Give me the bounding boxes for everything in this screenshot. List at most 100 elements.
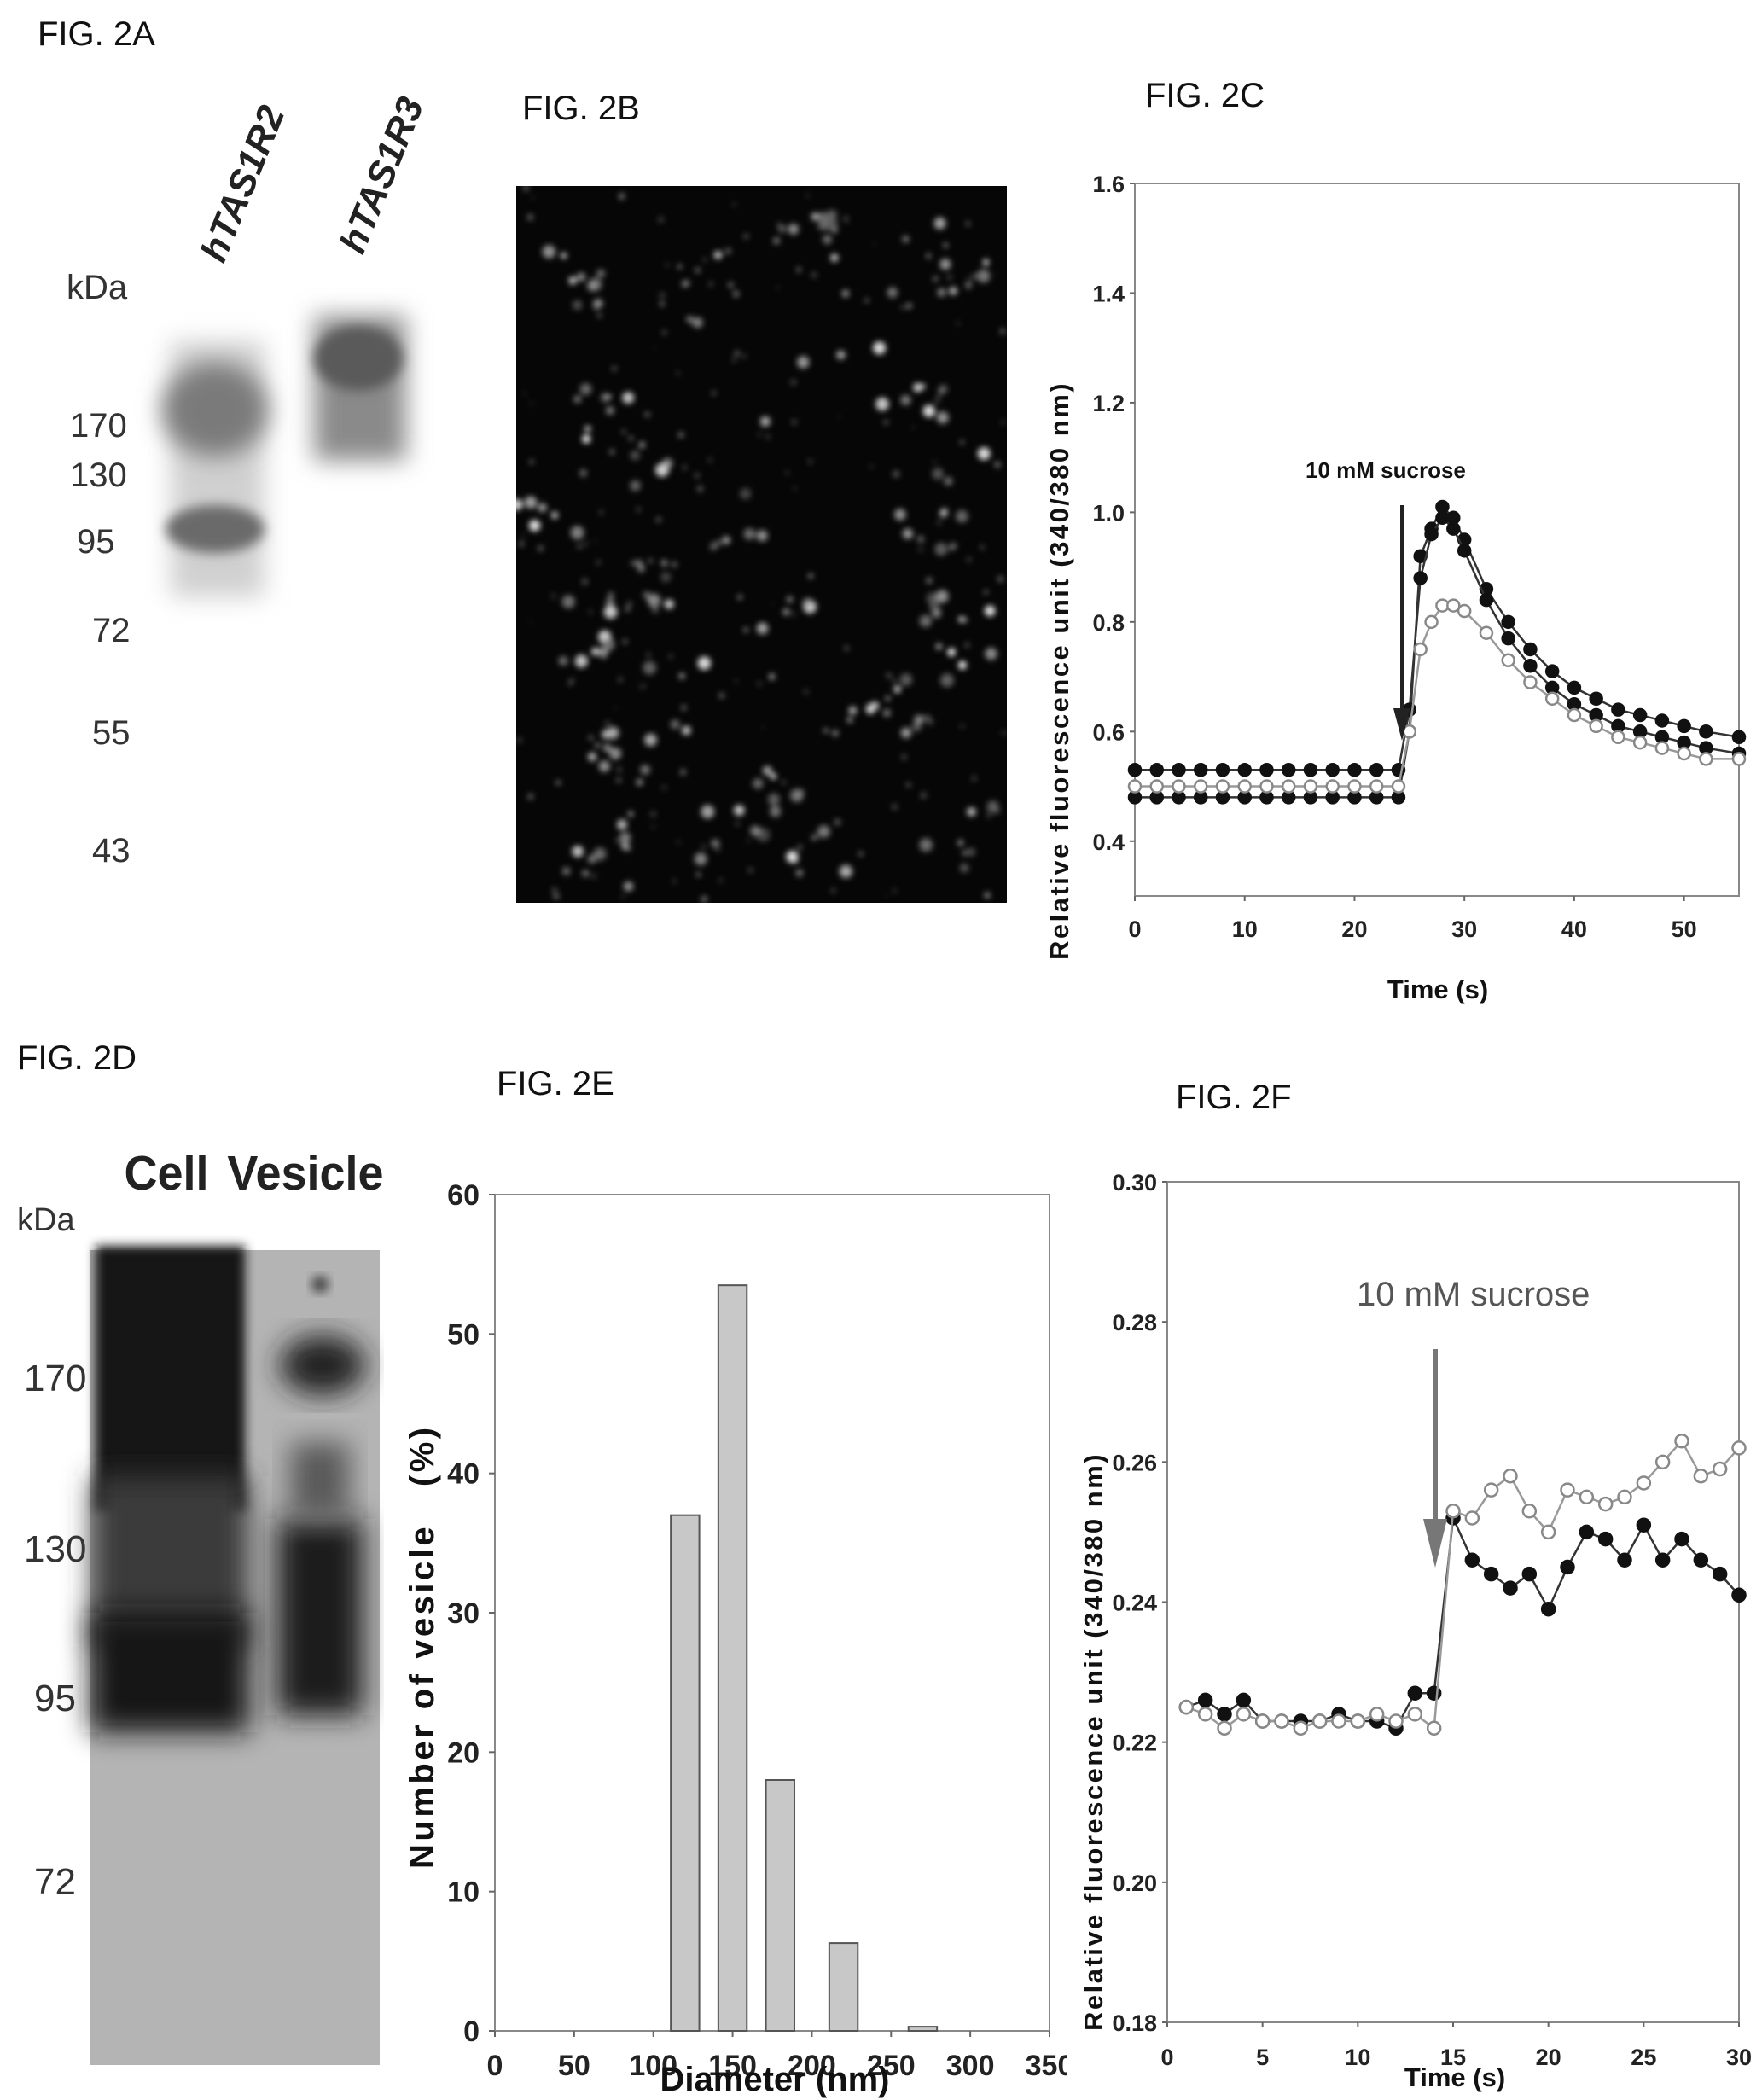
fig-2c-arrow (1393, 505, 1410, 741)
fig-2e-ytick-label: 0 (463, 2016, 480, 2048)
fig-2c-series-3-point (1589, 718, 1603, 734)
fig-2f-ytick-label: 0.26 (1112, 1450, 1157, 1475)
fig-2c-series-2-point (1215, 763, 1230, 777)
fig-2e-xtick-label: 50 (558, 2050, 590, 2082)
fig-2e-xtick-label: 0 (487, 2050, 503, 2082)
fig-2f-series-1-point (1579, 1524, 1595, 1540)
fig-2a-kda-label: kDa (67, 269, 128, 306)
fig-2f-series-1-point (1236, 1692, 1252, 1708)
fig-2c-series-1-point (1567, 680, 1582, 695)
fig-2c-series-1-point (1589, 691, 1603, 707)
fig-2f-series-2-point (1197, 1707, 1213, 1722)
fig-2f-xtick-label: 20 (1536, 2045, 1561, 2070)
fig-2f-series-1-point (1521, 1566, 1538, 1582)
fig-2c-series-3-point (1611, 730, 1625, 744)
fig-2f-series-1-point (1617, 1552, 1632, 1568)
fig-2c-series-2-point (1172, 763, 1186, 777)
fig-2e-bar (907, 2026, 939, 2032)
fig-2a-marker: 72 (92, 612, 131, 649)
fig-2e-ytick-label: 10 (447, 1876, 480, 1909)
fig-2f-ytick-label: 0.28 (1112, 1310, 1157, 1335)
fig-2d-kda-label: kDa (17, 1202, 75, 1238)
fig-2f-ylabel: Relative fluorescence unit (340/380 nm) (1079, 1452, 1108, 2031)
fig-2c-series-2-point (1413, 571, 1428, 585)
fig-2f-series-2-point (1274, 1713, 1289, 1729)
fig-2c-series-2-point (1457, 544, 1472, 558)
fig-2f-label: FIG. 2F (1176, 1079, 1292, 1116)
fig-2d-marker: 170 (24, 1358, 86, 1399)
fig-2c-series-1-point (1632, 707, 1648, 723)
fig-2c-series-2-point (1237, 763, 1252, 777)
fig-2c-series-3-point (1149, 779, 1164, 794)
fig-2e-xtick-label: 200 (788, 2050, 836, 2082)
fig-2b-fluorescence-micrograph (516, 186, 1007, 903)
fig-2a-marker: 130 (70, 457, 127, 494)
fig-2e-bar (670, 1514, 701, 2032)
fig-2c-series-1-point (1544, 664, 1560, 678)
fig-2f-xtick-label: 25 (1631, 2045, 1656, 2070)
fig-2c-series-3-point (1699, 752, 1713, 766)
fig-2e-xlabel: Diameter (nm) (660, 2061, 890, 2098)
fig-2c-series-1-point (1699, 724, 1713, 739)
fig-2c-series-3-point (1424, 614, 1439, 630)
fig-2c-series-3-point (1259, 779, 1274, 794)
fig-2e-ylabel: Number of vesicle (%) (404, 1424, 441, 1869)
fig-2f-series-2-point (1560, 1482, 1575, 1498)
fig-2c-series-3-point (1413, 642, 1428, 657)
fig-2c-series-2-point (1523, 658, 1538, 673)
fig-2a-lane-1-bands (162, 341, 268, 597)
fig-2e-bar (765, 1779, 796, 2032)
fig-2f-series-2-point (1464, 1510, 1480, 1526)
fig-2f-xtick-label: 30 (1726, 2045, 1752, 2070)
fig-2f-ytick-label: 0.30 (1112, 1170, 1157, 1195)
fig-2f-series-1-point (1503, 1580, 1518, 1596)
fig-2f-series-2-point (1579, 1489, 1595, 1505)
fig-2c-series-3-point (1523, 675, 1538, 689)
fig-2a-marker: 55 (92, 714, 131, 752)
fig-2f-series-2-point (1426, 1720, 1442, 1736)
fig-2e-ytick-label: 60 (447, 1179, 480, 1212)
fig-2a-label: FIG. 2A (38, 15, 155, 53)
fig-2f-series-1-point (1464, 1552, 1480, 1568)
fig-2d-marker: 95 (34, 1678, 76, 1719)
fig-2c-xtick-label: 20 (1341, 916, 1367, 942)
fig-2d-lane-label-1: Cell (124, 1146, 208, 1200)
fig-2f-series-2-point (1483, 1482, 1499, 1498)
fig-2a-marker: 43 (92, 832, 131, 870)
fig-2f-series-1-point (1483, 1566, 1499, 1582)
fig-2f-series-2-point (1597, 1496, 1614, 1512)
fig-2c-series-2-point (1501, 631, 1515, 646)
fig-2f-series-2-point (1654, 1454, 1671, 1470)
fig-2f-series-2-point (1712, 1461, 1728, 1477)
fig-2f-series-2-point (1217, 1720, 1232, 1736)
fig-2c-annotation: 10 mM sucrose (1306, 457, 1466, 483)
fig-2f-series-1-point (1731, 1587, 1747, 1603)
fig-2c-ytick-label: 1.4 (1092, 281, 1125, 306)
fig-2c-ytick-label: 0.4 (1092, 829, 1125, 855)
fig-2f-series-1-point (1560, 1559, 1575, 1575)
fig-2f-series-1-point (1636, 1517, 1652, 1533)
fig-2c-series-2-point (1149, 763, 1164, 777)
fig-2c-series-1-point (1654, 713, 1670, 728)
fig-2f-ytick-label: 0.20 (1112, 1870, 1157, 1896)
fig-2f-series-2-point (1178, 1699, 1195, 1715)
fig-2c-series-3-point (1347, 779, 1362, 794)
fig-2e-bar (717, 1284, 748, 2032)
fig-2c-xtick-label: 50 (1672, 916, 1697, 942)
fig-2c-ytick-label: 0.8 (1092, 610, 1125, 636)
fig-2f-arrow (1423, 1349, 1447, 1568)
fig-2c-series-2-point (1479, 592, 1494, 608)
fig-2c-series-1-point (1731, 730, 1747, 744)
fig-2a-western-blot: hTAS1R2 hTAS1R3 kDa 170 130 95 72 55 43 (67, 91, 432, 870)
fig-2a-lane-label-2: hTAS1R3 (332, 91, 432, 259)
fig-2f-ytick-label: 0.22 (1112, 1731, 1157, 1756)
fig-2c-xtick-label: 30 (1451, 916, 1477, 942)
fig-2f-series-1-point (1712, 1566, 1728, 1582)
fig-2f-plot-area (1166, 1181, 1740, 2023)
fig-2f-series-2-point (1388, 1713, 1404, 1729)
fig-2d-marker: 130 (24, 1528, 86, 1570)
fig-2f-series-1-point (1674, 1531, 1689, 1547)
fig-2f-series-2-point (1236, 1707, 1252, 1722)
fig-2a-lane-2-bands (314, 316, 406, 461)
fig-2f-series-2-point (1521, 1504, 1538, 1519)
